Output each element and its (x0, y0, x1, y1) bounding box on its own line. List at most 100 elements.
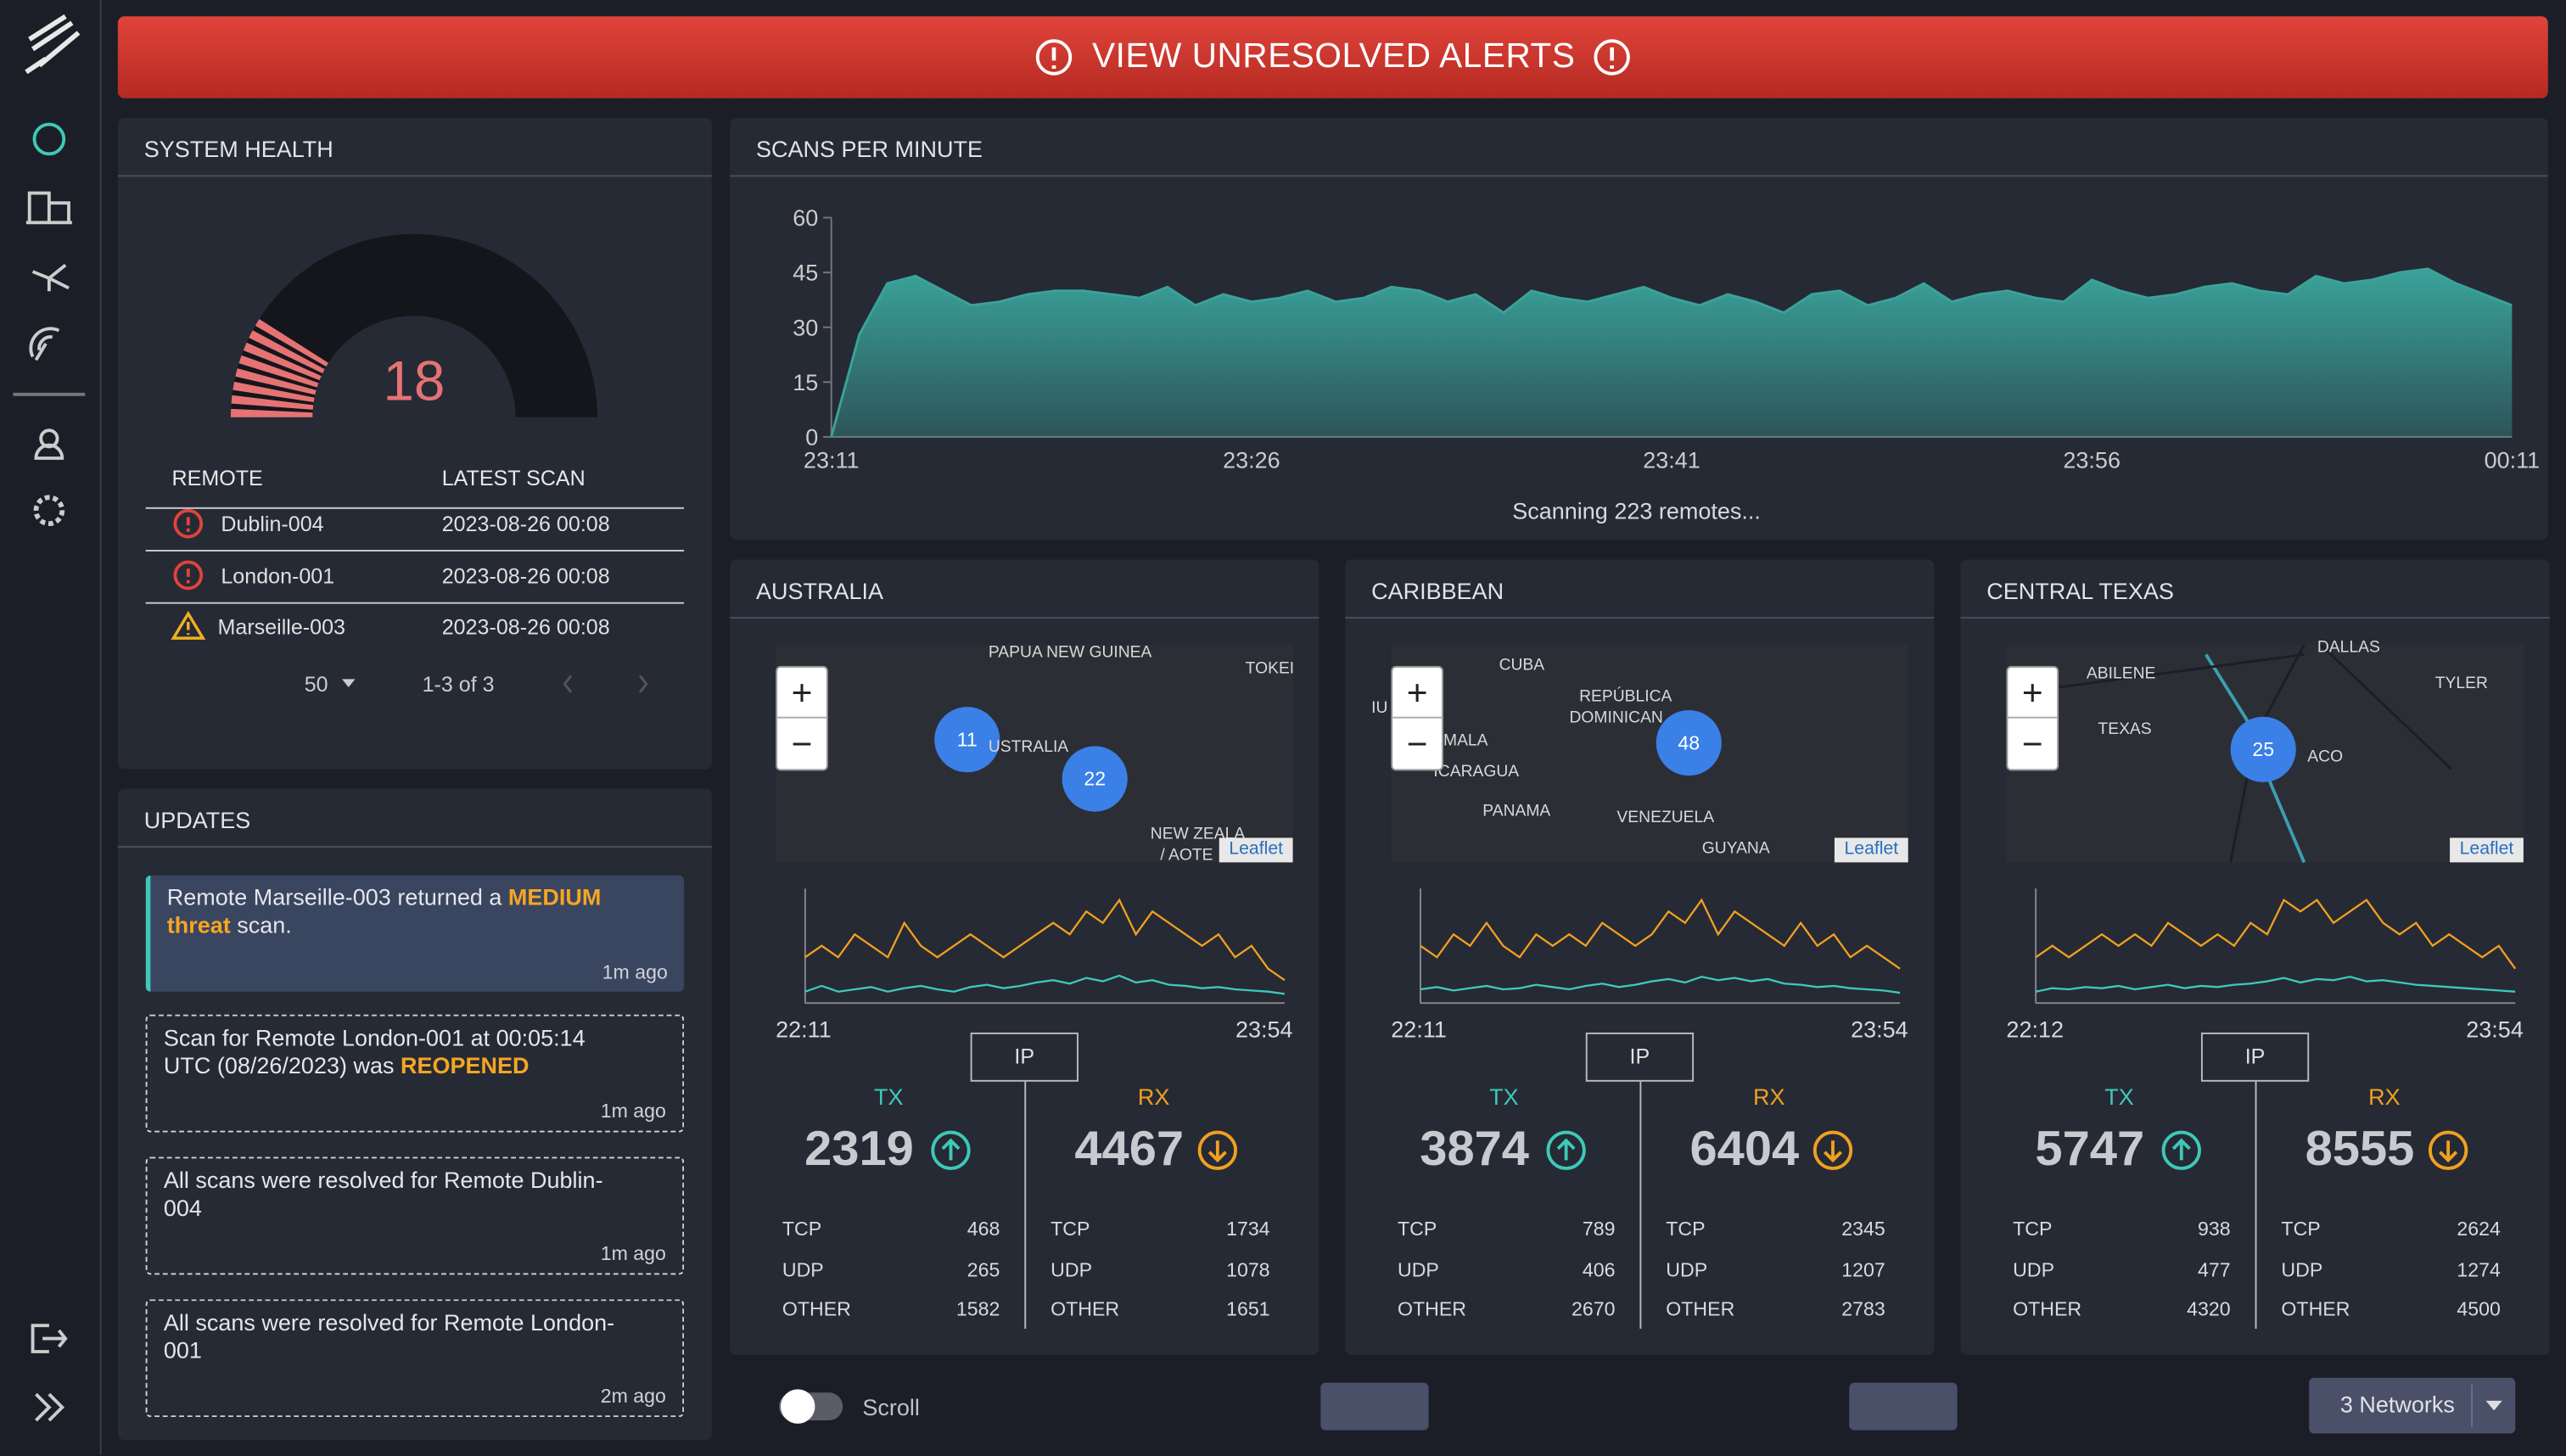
rx-icon (1812, 1130, 1853, 1170)
map-cluster[interactable] (1656, 709, 1722, 776)
rx-label: RX (1137, 1083, 1170, 1110)
protocol-name: TCP (1666, 1217, 1706, 1240)
zoom-out[interactable]: − (791, 723, 813, 764)
tx-icon (1546, 1130, 1586, 1170)
rx-icon-arrow (2439, 1140, 2458, 1163)
protocol-count: 1207 (1841, 1257, 1885, 1281)
zoom-in[interactable]: + (1392, 668, 1443, 719)
alert-banner[interactable] (117, 16, 2548, 98)
gauge-value: 18 (383, 350, 445, 413)
prev-page[interactable] (563, 675, 573, 693)
map-attribution-text: Leaflet (1844, 839, 1899, 860)
nav-buildings[interactable] (25, 191, 72, 225)
protocol-name: UDP (1397, 1257, 1439, 1281)
nav-globe[interactable] (32, 122, 66, 156)
area-line (830, 267, 2513, 438)
tx-icon-arrow (941, 1138, 961, 1161)
nav-settings[interactable] (33, 495, 65, 527)
map-cluster[interactable] (2230, 716, 2296, 782)
sidebar (0, 0, 102, 1455)
protocol-count: 4500 (2457, 1297, 2501, 1321)
nav-satellite[interactable] (29, 327, 60, 361)
update-emphasis: REOPENED (400, 1052, 529, 1078)
error-icon (173, 560, 204, 591)
update-item: Scan for Remote London-001 at 00:05:14 U… (145, 1014, 685, 1133)
next-page[interactable] (638, 675, 648, 693)
stats-divider (1024, 1081, 1027, 1329)
zoom-in[interactable]: + (2008, 668, 2058, 719)
zoom-control: + − (2006, 665, 2059, 771)
protocol-name: OTHER (2281, 1297, 2350, 1321)
rx-value: 6404 (1689, 1122, 1800, 1177)
protocol-count: 789 (1582, 1217, 1616, 1240)
tx-icon (931, 1130, 971, 1170)
map-cluster[interactable] (1062, 746, 1128, 812)
nav-network[interactable] (31, 263, 70, 292)
scan-status: Scanning 223 remotes... (1512, 497, 1761, 524)
protocol-count: 2670 (1571, 1297, 1616, 1321)
remote-name: London-001 (221, 563, 335, 588)
protocol-count: 1651 (1226, 1297, 1270, 1321)
protocol-name: OTHER (2013, 1297, 2082, 1321)
zoom-out[interactable]: − (1406, 723, 1428, 764)
map-label: DOMINICAN (1569, 709, 1663, 728)
map-attribution-text: Leaflet (1229, 839, 1284, 860)
map-label: USTRALIA (988, 738, 1069, 757)
update-text-part: scan. (230, 911, 292, 938)
zoom-in[interactable]: + (777, 668, 826, 719)
stats-divider (1639, 1081, 1642, 1329)
stats-divider (2255, 1081, 2257, 1329)
series-line (2035, 898, 2517, 970)
zoom-out[interactable]: − (2021, 723, 2043, 764)
logo-icon[interactable] (25, 14, 81, 75)
update-time: 1m ago (600, 1241, 666, 1265)
tx-value: 5747 (2035, 1122, 2145, 1177)
panel-title: CARIBBEAN (1371, 577, 1504, 604)
page-info: 1-3 of 3 (422, 671, 495, 697)
protocol-name: TCP (1050, 1217, 1090, 1240)
scroll-toggle-knob[interactable] (780, 1389, 815, 1424)
map-water (776, 644, 1293, 863)
rx-value: 8555 (2305, 1122, 2415, 1177)
update-item: All scans were resolved for Remote Dubli… (145, 1156, 685, 1275)
protocol-count: 1582 (955, 1297, 1000, 1321)
x-tick-label: 23:41 (1643, 448, 1700, 473)
page-size: 50 (304, 671, 328, 697)
panel-title: SYSTEM HEALTH (143, 136, 333, 162)
map-label: PANAMA (1482, 802, 1551, 821)
panel-divider (117, 846, 712, 848)
scan-time: 2023-08-26 00:08 (441, 511, 610, 536)
panel-divider (1960, 617, 2550, 619)
page-size-caret[interactable] (342, 679, 356, 687)
rx-icon (2428, 1130, 2468, 1170)
column-header: REMOTE (171, 465, 263, 490)
update-text-part: All scans were resolved for Remote Dubli… (163, 1167, 603, 1221)
map-attribution: Leaflet (1834, 837, 1908, 863)
ip-label: IP (1014, 1044, 1035, 1069)
prev-button[interactable] (1320, 1382, 1429, 1431)
y-tick-label: 45 (793, 260, 818, 286)
nav-user[interactable] (34, 428, 64, 460)
x-tick-label: 23:26 (1223, 448, 1280, 473)
map-label: PAPUA NEW GUINEA (988, 643, 1152, 663)
protocol-name: TCP (2013, 1217, 2053, 1240)
rx-icon-arrow (1207, 1140, 1227, 1163)
update-time: 1m ago (602, 960, 668, 984)
column-header: LATEST SCAN (441, 465, 585, 490)
networks-button[interactable] (2309, 1377, 2516, 1434)
nav-logout[interactable] (31, 1324, 68, 1353)
map-cluster[interactable] (934, 707, 1000, 773)
panel-divider (117, 175, 712, 177)
x-tick-label: 23:56 (2063, 448, 2121, 473)
protocol-name: OTHER (1397, 1297, 1466, 1321)
rx-value: 4467 (1074, 1122, 1185, 1177)
alert-banner-text[interactable]: VIEW UNRESOLVED ALERTS (1092, 37, 1576, 76)
series-line (1420, 898, 1901, 970)
y-tick-label: 15 (793, 370, 818, 395)
next-button[interactable] (1849, 1382, 1958, 1431)
tx-value: 2319 (804, 1122, 914, 1177)
x-tick-label: 22:11 (1391, 1016, 1447, 1043)
nav-expand[interactable] (35, 1392, 65, 1422)
update-time: 1m ago (600, 1099, 666, 1123)
